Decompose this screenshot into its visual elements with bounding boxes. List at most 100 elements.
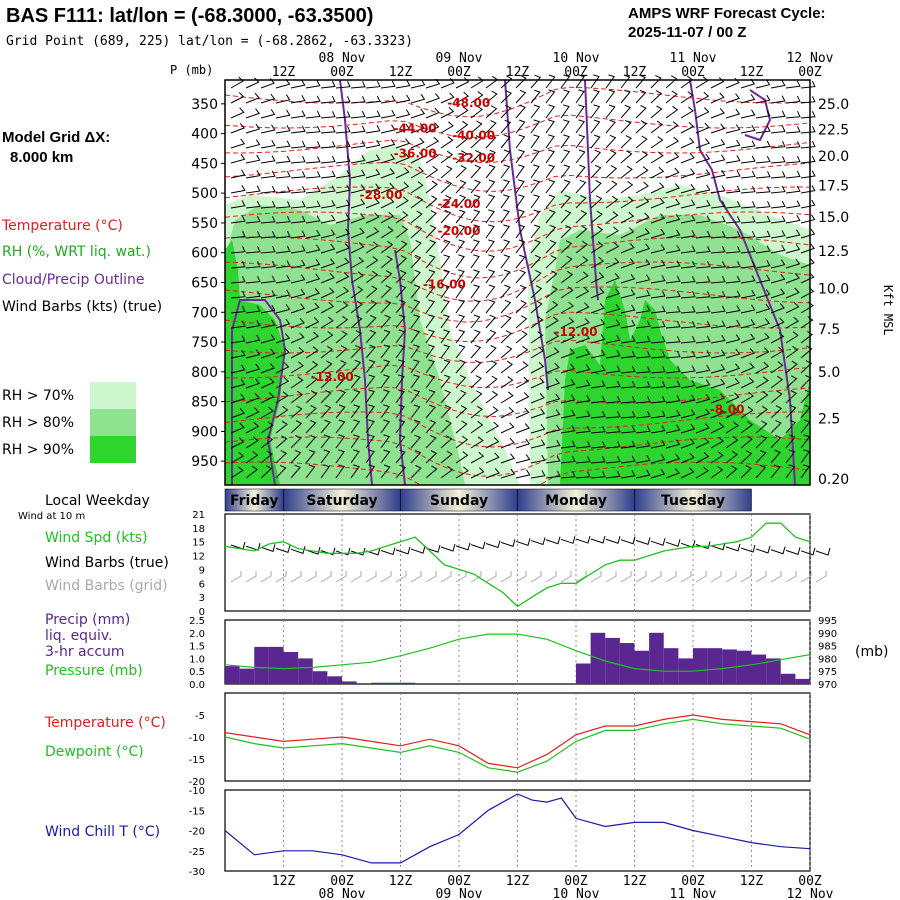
wind-barb — [575, 134, 586, 149]
wind-barb-grid-label: Wind Barbs (grid) — [45, 578, 168, 594]
wind-barb — [290, 420, 303, 434]
wind-barb — [245, 200, 261, 209]
wind-barb — [320, 214, 336, 224]
wind-barb — [365, 434, 375, 449]
wind-barb — [335, 345, 348, 359]
wind-barb — [290, 110, 306, 119]
bottom-date-label: 10 Nov — [553, 887, 600, 900]
wind-barb — [275, 450, 287, 464]
wind-barb — [410, 166, 424, 179]
wind-barb — [545, 347, 560, 359]
wind-barb — [290, 156, 306, 164]
wind-barb — [530, 239, 541, 254]
wind-barb — [410, 389, 421, 404]
day-label-1: Saturday — [306, 493, 377, 509]
cloud-outline-1 — [339, 79, 373, 486]
wind-barb — [230, 466, 244, 479]
wind-barb — [800, 464, 810, 479]
wind-barb — [710, 305, 726, 314]
wind-barb-grid — [275, 571, 287, 583]
wind-barb — [575, 379, 591, 389]
wind-barb — [710, 451, 724, 464]
wind-barb — [680, 423, 696, 434]
wind-barb-grid — [560, 571, 572, 583]
wind-barb — [785, 273, 800, 284]
wind-barb — [470, 359, 482, 374]
wind-barb — [320, 287, 335, 299]
wind-barb-grid — [335, 571, 347, 583]
wind-barb — [530, 362, 545, 374]
rh-legend-label-1: RH > 80% — [2, 415, 74, 431]
cloud-outline-6 — [744, 89, 772, 142]
wind-barb — [425, 195, 438, 209]
wind-barb-true — [350, 547, 366, 556]
wind-barb — [320, 200, 336, 209]
wind-barb — [605, 180, 618, 194]
wind-barb — [440, 465, 454, 479]
wind-barb — [440, 344, 451, 359]
wind-barb-grid — [500, 571, 512, 583]
wind-barb — [320, 375, 333, 389]
wind-barb — [590, 287, 605, 299]
wind-barb — [365, 139, 381, 149]
precip-bar — [371, 682, 386, 684]
wind-barb — [290, 171, 306, 179]
wind-barb — [305, 360, 319, 374]
isotherm-9 — [224, 311, 811, 343]
day-label-2: Sunday — [430, 493, 488, 509]
rh-legend-label-0: RH > 70% — [2, 388, 74, 404]
wind-barb — [590, 334, 606, 344]
wind-barb — [560, 425, 576, 434]
wind-barb — [665, 380, 681, 389]
wind-barb — [635, 410, 651, 419]
wind-barb — [590, 364, 606, 374]
wind-barb-true — [335, 547, 351, 556]
wind-barb — [440, 450, 453, 464]
wind-barb-grid — [680, 571, 692, 583]
wind-barb — [260, 201, 276, 209]
wind-barb — [635, 150, 649, 164]
wind-barb — [605, 395, 621, 404]
wind-barb — [800, 185, 816, 194]
wind-barb — [275, 94, 291, 104]
wind-barb — [320, 449, 331, 464]
wind-barb — [395, 404, 406, 419]
wind-barb — [545, 74, 556, 89]
wind-barb-true — [635, 537, 651, 546]
p-tick-label: 850 — [191, 395, 218, 411]
wind-barb — [575, 164, 586, 179]
wind-barb — [395, 138, 411, 149]
wind-barb — [245, 231, 261, 239]
isotherm-label: -8.00 — [710, 403, 745, 417]
wind-barb — [785, 360, 798, 374]
wind-barb — [245, 154, 261, 164]
wind-barb — [515, 104, 526, 119]
wind-barb-true — [680, 540, 696, 548]
wind-barb — [290, 274, 306, 284]
wind-barb — [455, 135, 468, 149]
wind-barb — [665, 409, 681, 419]
wind-barb — [530, 423, 546, 434]
wind-barb — [635, 228, 650, 239]
wind-barb — [260, 421, 274, 434]
wind-barb — [575, 74, 585, 89]
top-time-label: 00Z — [681, 65, 705, 80]
temp-ytick-label: -10 — [189, 733, 205, 744]
wind-barb — [800, 243, 816, 254]
wind-barb — [590, 471, 606, 479]
wind-barb — [620, 74, 631, 89]
isotherm-label: -48.00 — [447, 96, 490, 110]
wind-barb — [275, 140, 291, 149]
wind-barb — [755, 332, 770, 344]
wind-barb — [335, 81, 351, 89]
wind-barb — [350, 419, 361, 434]
wind-barb — [770, 259, 786, 269]
wind-barb — [605, 74, 616, 89]
wind-barb — [710, 465, 724, 479]
wind-barb — [320, 111, 336, 119]
wind-barb — [245, 320, 261, 329]
precip-bar — [327, 676, 342, 684]
legend-item-3: Wind Barbs (kts) (true) — [2, 299, 162, 315]
wind-barb — [575, 240, 588, 254]
wind-barb — [350, 125, 366, 134]
